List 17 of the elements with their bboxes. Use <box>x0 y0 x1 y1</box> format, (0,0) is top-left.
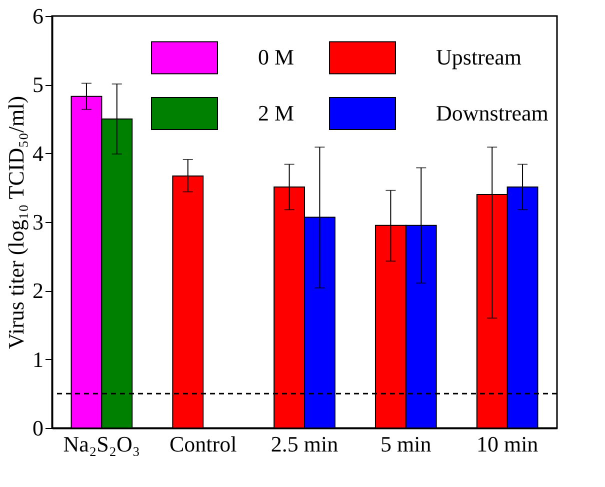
x-tick-label: 5 min <box>380 432 432 456</box>
y-tick-label: 5 <box>32 72 44 98</box>
y-tick-label: 6 <box>32 4 44 28</box>
y-tick-label: 2 <box>32 278 44 304</box>
y-tick-label: 1 <box>32 346 44 372</box>
y-tick-label: 0 <box>32 416 44 440</box>
legend-label: Downstream <box>436 100 548 126</box>
x-tick-label: Na₂S₂O₃ <box>63 432 140 456</box>
legend-label: Upstream <box>436 44 522 70</box>
y-axis-title: Virus titer (log₁₀ TCID₅₀/ml) <box>4 96 28 350</box>
y-tick-label: 3 <box>32 210 44 234</box>
x-tick-label: Control <box>169 432 237 456</box>
x-tick-label: 10 min <box>476 432 538 456</box>
y-tick-label: 4 <box>32 140 44 166</box>
legend-label: 2 M <box>258 100 294 126</box>
x-tick-label: 2.5 min <box>270 432 338 456</box>
legend-label: 0 M <box>258 44 294 70</box>
